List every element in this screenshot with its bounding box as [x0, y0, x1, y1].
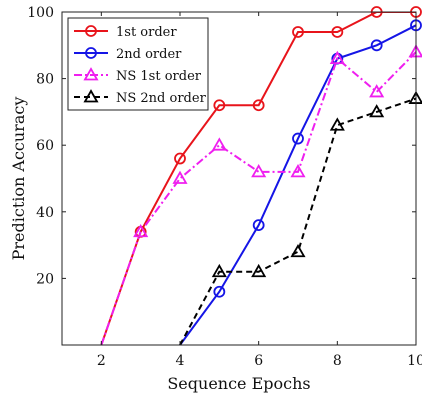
data-point-1st-order	[292, 26, 304, 38]
data-point-ns-2nd-order	[329, 117, 345, 131]
x-tick-label: 8	[333, 353, 342, 369]
data-point-2nd-order	[252, 219, 265, 232]
data-point-1st-order	[331, 26, 344, 38]
series-line-ns-2nd-order	[179, 97, 416, 345]
x-tick-label: 10	[407, 353, 422, 369]
y-tick-label: 20	[36, 271, 54, 287]
x-tick-label: 4	[176, 353, 185, 369]
data-point-ns-1st-order	[290, 164, 306, 178]
data-point-ns-1st-order	[329, 50, 345, 65]
data-point-ns-2nd-order	[290, 243, 306, 258]
y-tick-label: 80	[36, 72, 54, 88]
y-tick-label: 60	[36, 138, 54, 154]
data-point-ns-1st-order	[211, 137, 227, 151]
series-layer	[100, 12, 416, 345]
data-point-ns-2nd-order	[211, 263, 227, 278]
data-point-1st-order	[174, 152, 186, 165]
data-point-2nd-order	[213, 285, 226, 298]
legend-marker-ns-1st-order	[83, 67, 99, 81]
legend-label-2nd-order: 2nd order	[116, 47, 182, 62]
x-axis-label: Sequence Epochs	[167, 374, 310, 393]
legend-marker-2nd-order	[85, 47, 97, 59]
data-point-ns-1st-order	[251, 164, 267, 178]
legend-label-ns-2nd-order: NS 2nd order	[116, 91, 207, 106]
legend-box	[67, 17, 209, 111]
data-point-1st-order	[252, 99, 265, 112]
legend-marker-ns-2nd-order	[83, 89, 99, 103]
data-point-ns-1st-order	[133, 223, 149, 238]
y-axis-label: Prediction Accuracy	[9, 97, 28, 261]
axes-layer	[61, 11, 417, 346]
data-point-2nd-order	[292, 132, 304, 145]
y-tick-label: 100	[27, 5, 54, 21]
data-point-ns-2nd-order	[251, 263, 267, 278]
data-point-ns-1st-order	[172, 170, 188, 184]
legend: 1st order 2nd order NS 1st order NS 2nd ord…	[67, 17, 209, 111]
series-line-2nd-order	[179, 24, 416, 345]
x-tick-label: 2	[97, 353, 106, 369]
legend-marker-1st-order	[85, 25, 97, 37]
legend-label-1st-order: 1st order	[116, 25, 177, 40]
data-point-2nd-order	[370, 39, 383, 52]
data-point-ns-1st-order	[369, 84, 385, 98]
axes-frame	[61, 11, 417, 346]
series-line-1st-order	[100, 12, 416, 345]
x-tick-label: 6	[254, 353, 263, 369]
data-point-1st-order	[213, 99, 226, 112]
ticks-layer: 2 4 6 8 10 20 40 60 80 100	[27, 5, 422, 369]
y-tick-label: 40	[36, 205, 54, 221]
data-point-ns-2nd-order	[369, 104, 385, 118]
legend-label-ns-1st-order: NS 1st order	[116, 69, 202, 84]
